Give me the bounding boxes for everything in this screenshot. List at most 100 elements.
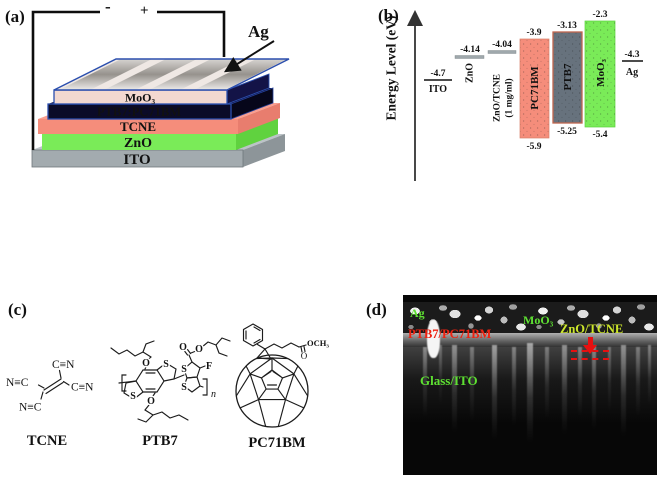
level-pc71bm: -3.9 -5.9 PC71BM (519, 28, 550, 152)
molecule-pc71bm: OCH₃ O PC71BM (235, 323, 329, 451)
panel-b-label: (b) (378, 6, 399, 25)
sem-streak (545, 347, 549, 419)
tcne-cyano-left: N≡C (6, 377, 29, 389)
zno-layer-label: ZnO (124, 136, 152, 151)
pc71bm-caption: PC71BM (248, 435, 306, 451)
negative-terminal-label: - (105, 0, 111, 16)
sem-top-granular-layer (403, 302, 657, 333)
panel-c-label: (c) (8, 300, 27, 319)
moo3-box-label: MoO₃ (595, 58, 607, 86)
pc71bm-lumo: -3.9 (526, 28, 541, 38)
ag-stripe (194, 59, 287, 90)
sem-streak (423, 347, 427, 417)
znotcne-level-conc: (1 mg/ml) (504, 78, 515, 117)
ag-level-value: -4.3 (624, 50, 639, 60)
layer-moo3: MoO₃ (53, 73, 270, 105)
ptb7-box-label: PTB7 (562, 63, 574, 90)
ptb7-fluorine: F (206, 361, 212, 372)
level-moo3: -2.3 -5.4 MoO₃ (584, 10, 616, 140)
ag-stripe (59, 59, 152, 90)
tcne-bonds (37, 369, 70, 400)
ag-pointer-arrow-icon (223, 40, 275, 73)
panel-a-device-schematic: (a) ITO ZnO TCNE PTB7:PC71BM (5, 0, 290, 168)
positive-wire (157, 10, 226, 57)
tcne-cyano-bottom: N≡C (19, 402, 42, 414)
sem-streak (527, 343, 533, 443)
sem-label-glass-ito: Glass/ITO (420, 373, 478, 388)
ito-level-name: ITO (429, 84, 447, 95)
panel-d-label: (d) (366, 300, 387, 319)
ptb7-o-carbonyl: O (179, 342, 187, 353)
sem-label-active: PTB7/PC71BM (408, 327, 492, 341)
sem-streak (636, 347, 640, 417)
sem-label-znotcne: ZnO/TCNE (560, 322, 624, 336)
sem-red-arrowhead-icon (583, 345, 597, 354)
ptb7-caption: PTB7 (142, 433, 177, 449)
znotcne-level-value: -4.04 (492, 40, 512, 50)
ptb7-homo: -5.25 (557, 127, 577, 137)
level-zno: -4.14 ZnO (454, 45, 485, 83)
sem-streak (492, 345, 497, 440)
tcne-side-face (238, 103, 280, 134)
sem-label-ag: Ag (410, 306, 425, 320)
positive-terminal-label: + (140, 3, 149, 19)
panel-b-energy-diagram: (b) Energy Level (eV) -4.7 ITO -4.14 ZnO… (378, 6, 643, 181)
znotcne-level-name: ZnO/TCNE (493, 74, 503, 122)
zno-level-value: -4.14 (460, 45, 480, 55)
sem-streak (439, 345, 442, 405)
negative-wire (31, 10, 100, 150)
pc71bm-ester-och3: OCH₃ (307, 338, 329, 348)
zno-front-face (42, 134, 236, 150)
tcne-cyano-right: C≡N (71, 382, 94, 394)
panel-a-label: (a) (5, 7, 25, 26)
top-face-outline (53, 58, 290, 91)
sem-streak (621, 345, 626, 437)
panel-d-sem-image: Ag MoO₃ ZnO/TCNE PTB7/PC71BM Glass/ITO (403, 295, 657, 475)
tcne-front-face (38, 119, 238, 134)
ptb7-s-core-top: S (163, 359, 169, 370)
ag-stripe (104, 59, 197, 90)
ptb7-s-core-bottom: S (130, 391, 136, 402)
ptb7-bonds (110, 337, 231, 423)
ptb7-box-texture (553, 32, 582, 123)
active-layer-label: PTB7:PC71BM (97, 105, 181, 119)
sem-streak (648, 345, 651, 405)
tcne-caption: TCNE (27, 433, 67, 449)
pc71bm-box-label: PC71BM (529, 66, 541, 110)
level-ag: -4.3 Ag (622, 50, 643, 78)
sem-streak (592, 345, 596, 430)
pc71bm-box-texture (520, 39, 549, 138)
sem-streak (470, 347, 474, 422)
molecule-tcne: C≡N N≡C C≡N N≡C TCNE (6, 359, 94, 449)
sem-dashed-line (571, 358, 609, 360)
ptb7-heteroatoms: S S S S O O O O F (129, 341, 214, 409)
ito-level-value: -4.7 (430, 69, 445, 79)
ito-side-face (243, 134, 285, 167)
ag-electrode-label: Ag (248, 22, 269, 41)
energy-axis-label: Energy Level (eV) (384, 16, 399, 121)
level-ito: -4.7 ITO (424, 69, 452, 95)
sem-label-moo3: MoO₃ (523, 313, 554, 327)
sem-interface-band (403, 333, 657, 347)
ito-layer-label: ITO (123, 152, 150, 168)
sem-dashed-line (571, 350, 609, 352)
moo3-lumo: -2.3 (592, 10, 607, 20)
ptb7-s-tt-lower: S (181, 382, 187, 393)
moo3-layer-label: MoO₃ (125, 91, 156, 105)
znotcne-level-bar (487, 50, 517, 54)
sem-streak (512, 347, 516, 427)
ptb7-repeat-n: n (211, 389, 216, 400)
ag-stripe (149, 59, 242, 90)
sem-streak (562, 345, 567, 435)
ptb7-s-tt-upper: S (181, 364, 187, 375)
sem-streak (608, 347, 611, 412)
level-ptb7: -3.13 -5.25 PTB7 (552, 21, 583, 137)
ptb7-o-top: O (142, 358, 150, 369)
pc71bm-carbonyl-o: O (301, 351, 308, 361)
molecule-ptb7: S S S S O O O O F n PTB7 (110, 337, 231, 449)
zno-level-bar (454, 55, 485, 59)
ag-top-face (53, 58, 290, 91)
moo3-homo: -5.4 (592, 130, 607, 140)
sem-streak (452, 345, 457, 433)
